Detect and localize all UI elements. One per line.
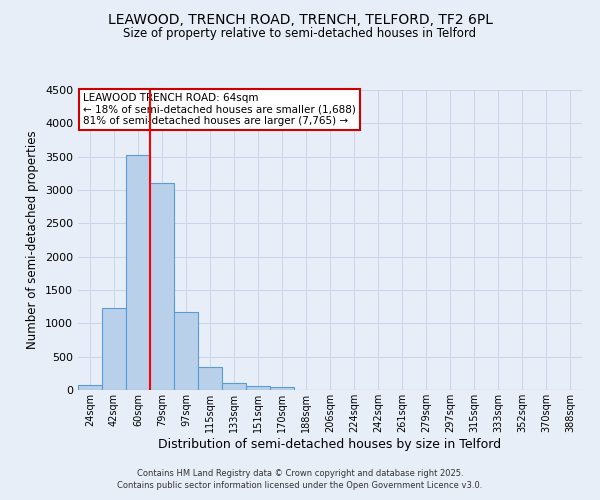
Bar	[270, 386, 294, 390]
X-axis label: Distribution of semi-detached houses by size in Telford: Distribution of semi-detached houses by …	[158, 438, 502, 450]
Text: LEAWOOD TRENCH ROAD: 64sqm
← 18% of semi-detached houses are smaller (1,688)
81%: LEAWOOD TRENCH ROAD: 64sqm ← 18% of semi…	[83, 93, 356, 126]
Bar	[198, 366, 222, 390]
Bar	[150, 184, 174, 390]
Bar	[246, 386, 270, 390]
Bar	[174, 312, 198, 390]
Text: Contains public sector information licensed under the Open Government Licence v3: Contains public sector information licen…	[118, 481, 482, 490]
Text: Size of property relative to semi-detached houses in Telford: Size of property relative to semi-detach…	[124, 28, 476, 40]
Bar	[102, 308, 126, 390]
Bar	[222, 383, 246, 390]
Text: LEAWOOD, TRENCH ROAD, TRENCH, TELFORD, TF2 6PL: LEAWOOD, TRENCH ROAD, TRENCH, TELFORD, T…	[107, 12, 493, 26]
Text: Contains HM Land Registry data © Crown copyright and database right 2025.: Contains HM Land Registry data © Crown c…	[137, 468, 463, 477]
Bar	[78, 384, 102, 390]
Y-axis label: Number of semi-detached properties: Number of semi-detached properties	[26, 130, 40, 350]
Bar	[126, 156, 150, 390]
